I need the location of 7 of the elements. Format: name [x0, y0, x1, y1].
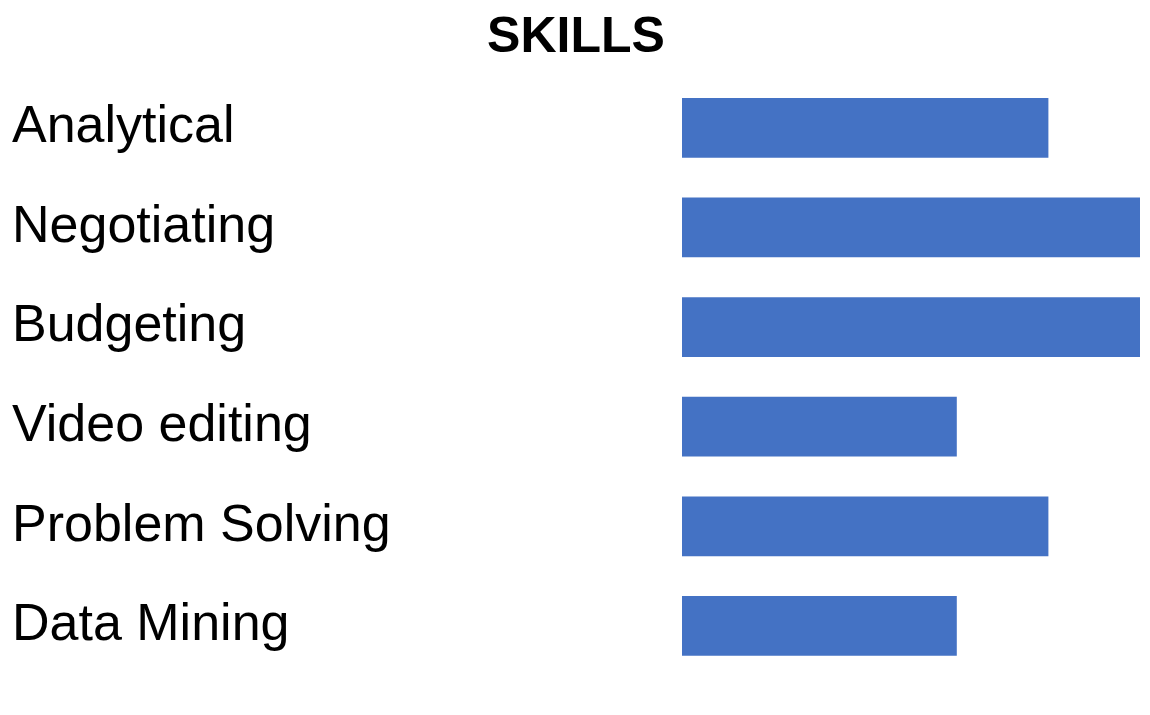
- y-tick-label: Data Mining: [12, 593, 290, 652]
- y-tick-label: Budgeting: [12, 294, 247, 353]
- y-tick-label: Negotiating: [12, 194, 276, 253]
- chart-title: SKILLS: [487, 6, 665, 63]
- y-tick-label: Problem Solving: [12, 493, 391, 552]
- y-tick-label: Video editing: [12, 394, 312, 453]
- y-tick-label: Analytical: [12, 95, 235, 154]
